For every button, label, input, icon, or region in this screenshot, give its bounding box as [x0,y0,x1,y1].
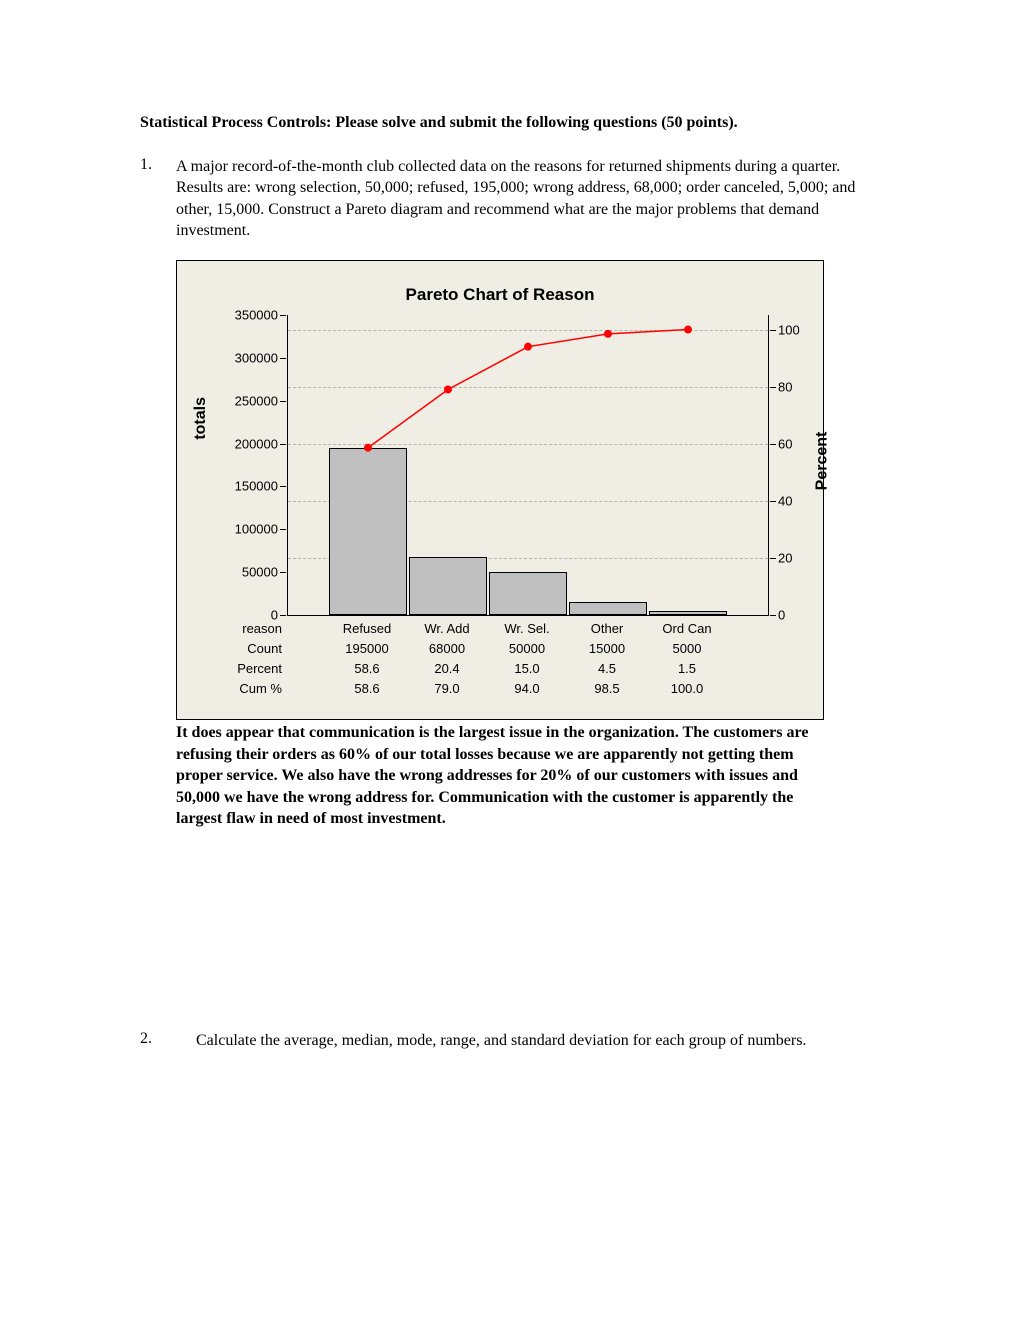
pareto-chart: Pareto Chart of Reason totals Percent 05… [176,260,824,720]
y-left-tick [280,401,286,402]
question-1-number: 1. [140,156,176,242]
table-row-value: Refused [327,621,407,636]
table-row-label: Cum % [217,681,282,696]
y-right-tick [770,501,776,502]
y-right-tick [770,444,776,445]
table-row-value: 15000 [567,641,647,656]
question-1: 1. A major record-of-the-month club coll… [140,156,890,242]
y-left-tick [280,529,286,530]
y-right-tick-label: 60 [778,436,818,451]
y-left-tick [280,615,286,616]
y-left-tick [280,444,286,445]
table-row-value: Wr. Add [407,621,487,636]
table-row-value: 58.6 [327,661,407,676]
table-row-value: Wr. Sel. [487,621,567,636]
y-right-tick-label: 0 [778,607,818,622]
table-row-value: 5000 [647,641,727,656]
y-right-tick [770,387,776,388]
question-2-number: 2. [140,1030,176,1052]
y-right-tick [770,615,776,616]
y-left-tick [280,315,286,316]
plot-area: 0500001000001500002000002500003000003500… [287,315,769,616]
y-left-tick [280,572,286,573]
y-left-tick-label: 150000 [218,479,278,494]
page-heading: Statistical Process Controls: Please sol… [140,112,890,134]
table-row-value: 50000 [487,641,567,656]
table-row-value: 195000 [327,641,407,656]
table-row-value: 98.5 [567,681,647,696]
question-1-text: A major record-of-the-month club collect… [176,156,890,242]
table-row-value: 15.0 [487,661,567,676]
y-left-tick-label: 200000 [218,436,278,451]
y-left-tick [280,486,286,487]
table-row-value: 58.6 [327,681,407,696]
analysis-text: It does appear that communication is the… [176,722,836,830]
table-row-value: 68000 [407,641,487,656]
y-right-tick-label: 80 [778,379,818,394]
table-row-value: 94.0 [487,681,567,696]
y-left-axis-title: totals [192,397,210,440]
question-2-text: Calculate the average, median, mode, ran… [176,1030,890,1052]
table-row-value: 1.5 [647,661,727,676]
table-row-value: 100.0 [647,681,727,696]
table-row-value: Other [567,621,647,636]
y-right-tick [770,330,776,331]
table-row-label: Count [217,641,282,656]
y-left-tick-label: 50000 [218,565,278,580]
y-right-tick [770,558,776,559]
table-row-label: reason [217,621,282,636]
y-left-tick-label: 100000 [218,522,278,537]
cumulative-line [288,315,768,615]
y-right-tick-label: 100 [778,322,818,337]
y-left-tick-label: 300000 [218,350,278,365]
y-right-tick-label: 20 [778,550,818,565]
y-left-tick-label: 350000 [218,307,278,322]
table-row-value: Ord Can [647,621,727,636]
y-right-tick-label: 40 [778,493,818,508]
table-row-value: 20.4 [407,661,487,676]
question-2: 2. Calculate the average, median, mode, … [140,1030,890,1052]
table-row-label: Percent [217,661,282,676]
y-left-tick-label: 250000 [218,393,278,408]
y-left-tick [280,358,286,359]
table-row-value: 4.5 [567,661,647,676]
table-row-value: 79.0 [407,681,487,696]
chart-title: Pareto Chart of Reason [177,285,823,305]
